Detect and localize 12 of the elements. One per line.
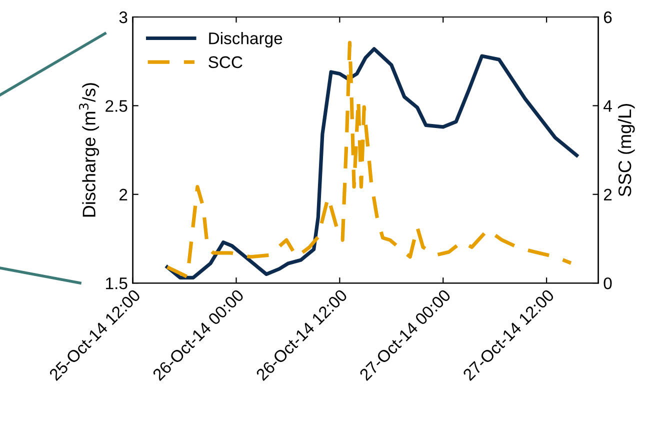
y-axis-title: Discharge (m$^{3}$/s) (79, 83, 100, 217)
y-tick-label: 1.5 (106, 278, 128, 290)
y2-tick-label: 0 (604, 277, 612, 290)
legend-label: SCC (208, 56, 242, 68)
y-tick-label: 2.5 (106, 100, 128, 112)
y2-tick-label: 2 (604, 188, 612, 200)
y-tick-label: 2 (120, 188, 128, 200)
y2-axis-title: SSC (mg/L) (618, 104, 635, 196)
legend-label: Discharge (209, 32, 282, 48)
y2-tick-label: 4 (604, 100, 612, 112)
y-tick-label: 3 (119, 11, 128, 24)
y2-tick-label: 6 (604, 11, 612, 24)
